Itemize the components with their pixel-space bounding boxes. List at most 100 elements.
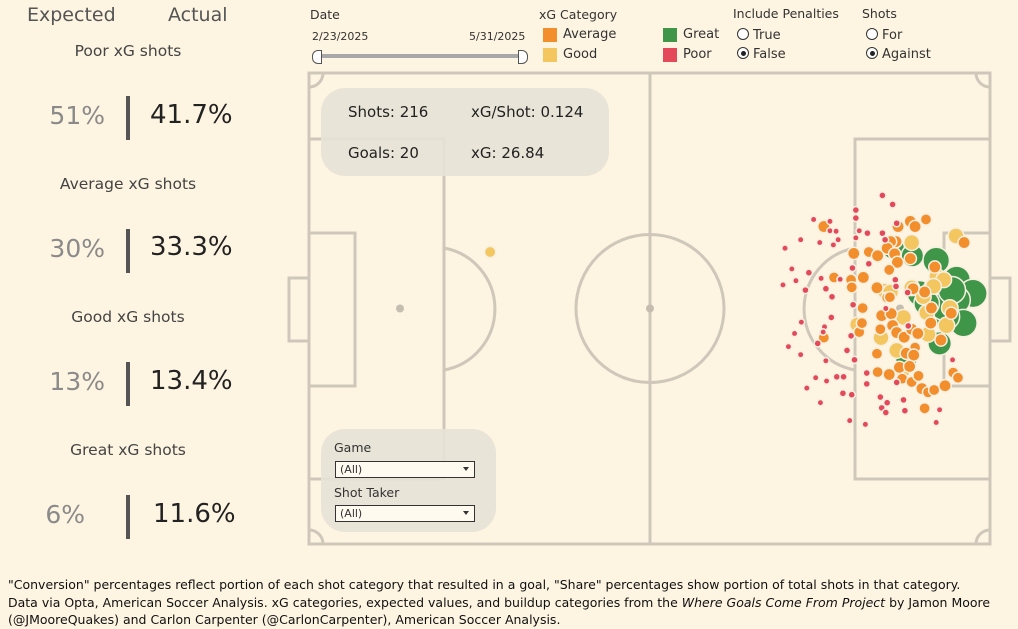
shot-taker-dropdown[interactable]: (All) [335, 505, 475, 522]
shot-point-poor[interactable] [888, 200, 897, 209]
shot-point-average[interactable] [919, 213, 933, 226]
shot-point-poor[interactable] [779, 281, 787, 289]
shot-point-average[interactable] [871, 365, 884, 379]
shot-point-poor[interactable] [811, 373, 820, 382]
shot-point-average[interactable] [927, 260, 942, 274]
shot-point-average[interactable] [934, 333, 948, 347]
shot-point-poor[interactable] [903, 288, 912, 297]
shot-point-poor[interactable] [797, 318, 806, 327]
shot-point-poor[interactable] [819, 328, 828, 336]
shot-point-poor[interactable] [826, 217, 834, 226]
shot-point-poor[interactable] [829, 240, 838, 249]
date-slider-end-handle[interactable] [518, 50, 528, 64]
shot-point-poor[interactable] [839, 372, 848, 382]
shot-point-poor[interactable] [892, 378, 901, 387]
shot-point-poor[interactable] [836, 275, 845, 284]
shot-point-poor[interactable] [850, 355, 859, 365]
shot-point-poor[interactable] [796, 350, 805, 359]
shot-point-average[interactable] [957, 235, 971, 250]
game-dropdown[interactable]: (All) [335, 461, 475, 478]
shot-point-poor[interactable] [832, 372, 842, 382]
shot-point-average[interactable] [856, 301, 869, 315]
shot-point-poor[interactable] [816, 398, 825, 407]
shot-point-poor[interactable] [791, 276, 800, 285]
shot-point-poor[interactable] [864, 259, 874, 269]
shots-option-against[interactable]: Against [866, 47, 931, 62]
shot-point-poor[interactable] [804, 268, 814, 277]
radio-button-selected[interactable] [737, 47, 749, 59]
radio-button[interactable] [737, 28, 749, 40]
shot-point-poor[interactable] [821, 284, 831, 294]
penalties-option-true[interactable]: True [737, 28, 781, 43]
shot-point-poor[interactable] [881, 408, 891, 417]
shot-point-poor[interactable] [851, 233, 860, 242]
shot-point-poor[interactable] [880, 235, 890, 245]
shot-point-poor[interactable] [802, 384, 811, 393]
shot-point-good[interactable] [483, 245, 497, 259]
radio-button-selected[interactable] [866, 47, 878, 59]
shot-point-poor[interactable] [842, 346, 852, 355]
shot-point-average[interactable] [882, 263, 896, 277]
shot-point-average[interactable] [927, 383, 941, 397]
shot-point-good[interactable] [903, 233, 921, 252]
shot-point-average[interactable] [908, 219, 922, 234]
shot-point-poor[interactable] [891, 282, 901, 291]
shot-point-poor[interactable] [851, 205, 861, 215]
shot-point-average[interactable] [855, 316, 869, 330]
shot-point-poor[interactable] [846, 331, 856, 341]
shot-point-average[interactable] [906, 348, 921, 363]
shot-point-average[interactable] [951, 371, 965, 385]
shot-point-poor[interactable] [796, 235, 805, 244]
shot-point-poor[interactable] [862, 368, 872, 378]
shot-point-poor[interactable] [813, 339, 822, 348]
shot-point-poor[interactable] [848, 300, 858, 310]
shot-point-average[interactable] [845, 280, 859, 294]
shot-point-average[interactable] [902, 359, 917, 374]
shot-point-poor[interactable] [862, 379, 872, 389]
shot-point-average[interactable] [912, 369, 925, 383]
shot-point-poor[interactable] [787, 264, 796, 273]
date-slider-start-handle[interactable] [312, 50, 322, 64]
shot-point-average[interactable] [944, 306, 959, 321]
shot-point-poor[interactable] [851, 213, 861, 223]
shot-point-poor[interactable] [821, 356, 830, 365]
shot-point-average[interactable] [924, 301, 939, 315]
shot-point-poor[interactable] [935, 405, 944, 414]
shot-point-poor[interactable] [801, 285, 810, 295]
shot-point-poor[interactable] [855, 226, 864, 235]
shot-point-poor[interactable] [892, 218, 901, 228]
shot-point-poor[interactable] [847, 390, 857, 399]
shot-point-poor[interactable] [948, 355, 957, 364]
shot-point-average[interactable] [846, 246, 861, 261]
shot-point-poor[interactable] [827, 292, 837, 302]
shot-point-poor[interactable] [932, 418, 941, 427]
shot-point-poor[interactable] [881, 304, 890, 313]
shot-point-average[interactable] [870, 347, 884, 361]
shot-point-poor[interactable] [861, 420, 870, 429]
shot-point-poor[interactable] [784, 342, 793, 351]
shot-point-average[interactable] [870, 280, 884, 295]
shot-point-average[interactable] [856, 270, 871, 285]
shot-point-average[interactable] [883, 290, 897, 304]
penalties-option-false[interactable]: False [737, 47, 786, 62]
shot-point-poor[interactable] [815, 238, 824, 247]
shot-point-average[interactable] [882, 367, 897, 382]
shot-point-poor[interactable] [809, 215, 818, 224]
date-slider-track[interactable] [316, 54, 522, 58]
shot-point-poor[interactable] [845, 416, 854, 425]
shot-point-average[interactable] [910, 326, 925, 341]
shot-point-poor[interactable] [822, 377, 831, 385]
shot-point-poor[interactable] [838, 388, 848, 398]
shot-point-poor[interactable] [827, 313, 836, 322]
shots-option-for[interactable]: For [866, 28, 902, 43]
shot-point-poor[interactable] [832, 227, 841, 236]
shot-point-poor[interactable] [899, 395, 908, 405]
shot-point-average[interactable] [903, 251, 918, 266]
shot-point-poor[interactable] [848, 263, 857, 273]
shot-point-average[interactable] [870, 248, 885, 263]
shot-point-poor[interactable] [863, 228, 872, 238]
shot-point-poor[interactable] [876, 392, 885, 402]
shot-point-poor[interactable] [878, 191, 887, 200]
shot-point-poor[interactable] [834, 235, 843, 244]
shot-point-average[interactable] [938, 378, 952, 393]
